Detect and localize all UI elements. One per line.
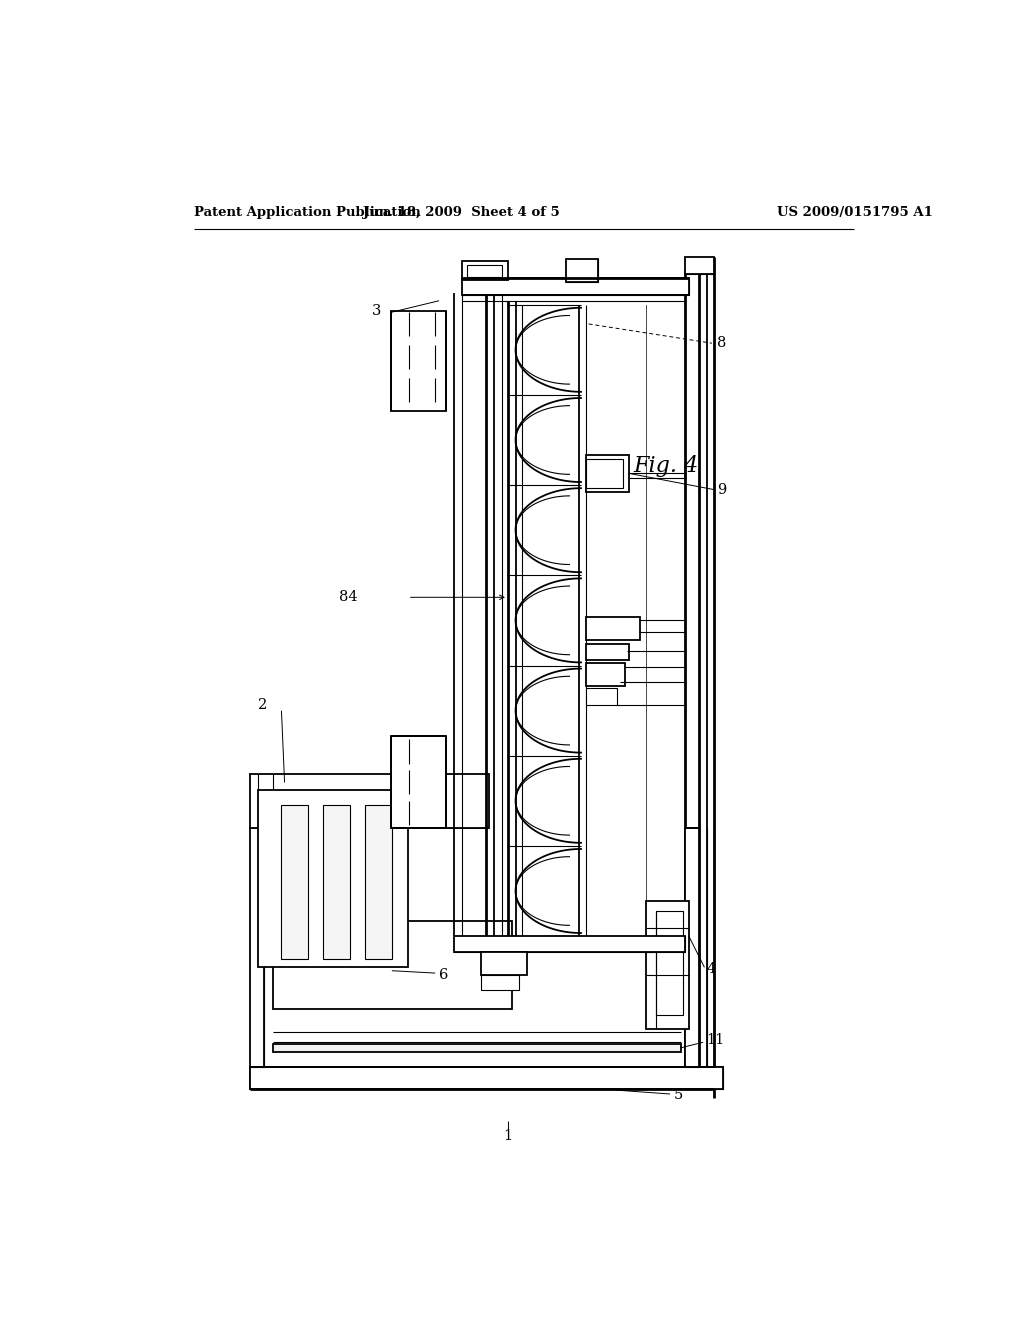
- Circle shape: [574, 263, 589, 277]
- Text: US 2009/0151795 A1: US 2009/0151795 A1: [777, 206, 933, 219]
- Bar: [587, 688, 617, 705]
- Bar: [565, 259, 598, 281]
- Bar: [250, 1067, 724, 1089]
- Text: 9: 9: [717, 483, 727, 496]
- Bar: [250, 1067, 724, 1089]
- Bar: [462, 277, 689, 294]
- Bar: [273, 1044, 681, 1052]
- Text: 4: 4: [707, 962, 716, 977]
- Bar: [587, 663, 625, 686]
- Bar: [685, 829, 698, 1067]
- Bar: [323, 805, 350, 960]
- Bar: [250, 829, 264, 1067]
- Bar: [454, 936, 685, 952]
- Bar: [587, 459, 624, 488]
- Bar: [258, 789, 408, 966]
- Text: 84: 84: [339, 590, 357, 605]
- Bar: [587, 616, 640, 640]
- Bar: [481, 974, 519, 990]
- Text: Fig. 4: Fig. 4: [634, 455, 698, 478]
- Bar: [481, 952, 527, 974]
- Bar: [454, 936, 685, 952]
- Text: 8: 8: [717, 337, 727, 350]
- Bar: [250, 1067, 724, 1089]
- Text: Jun. 18, 2009  Sheet 4 of 5: Jun. 18, 2009 Sheet 4 of 5: [364, 206, 560, 219]
- Bar: [646, 902, 689, 1028]
- Bar: [467, 264, 503, 277]
- Bar: [462, 261, 508, 280]
- Bar: [250, 775, 488, 829]
- Text: 11: 11: [707, 1034, 725, 1047]
- Text: 2: 2: [258, 698, 267, 711]
- Bar: [391, 312, 446, 411]
- Bar: [250, 829, 264, 1067]
- Text: 3: 3: [372, 304, 381, 318]
- Text: 6: 6: [438, 968, 447, 982]
- Bar: [565, 259, 598, 281]
- Bar: [587, 455, 629, 492]
- Text: 5: 5: [674, 1089, 683, 1102]
- Bar: [366, 805, 392, 960]
- Text: 1: 1: [504, 1130, 512, 1143]
- Bar: [685, 829, 698, 1067]
- Bar: [685, 257, 714, 275]
- Bar: [587, 644, 629, 660]
- Bar: [273, 921, 512, 1010]
- Bar: [281, 805, 307, 960]
- Bar: [685, 257, 714, 275]
- Bar: [656, 911, 683, 1015]
- Text: Patent Application Publication: Patent Application Publication: [195, 206, 421, 219]
- Bar: [462, 277, 689, 294]
- Bar: [391, 737, 446, 829]
